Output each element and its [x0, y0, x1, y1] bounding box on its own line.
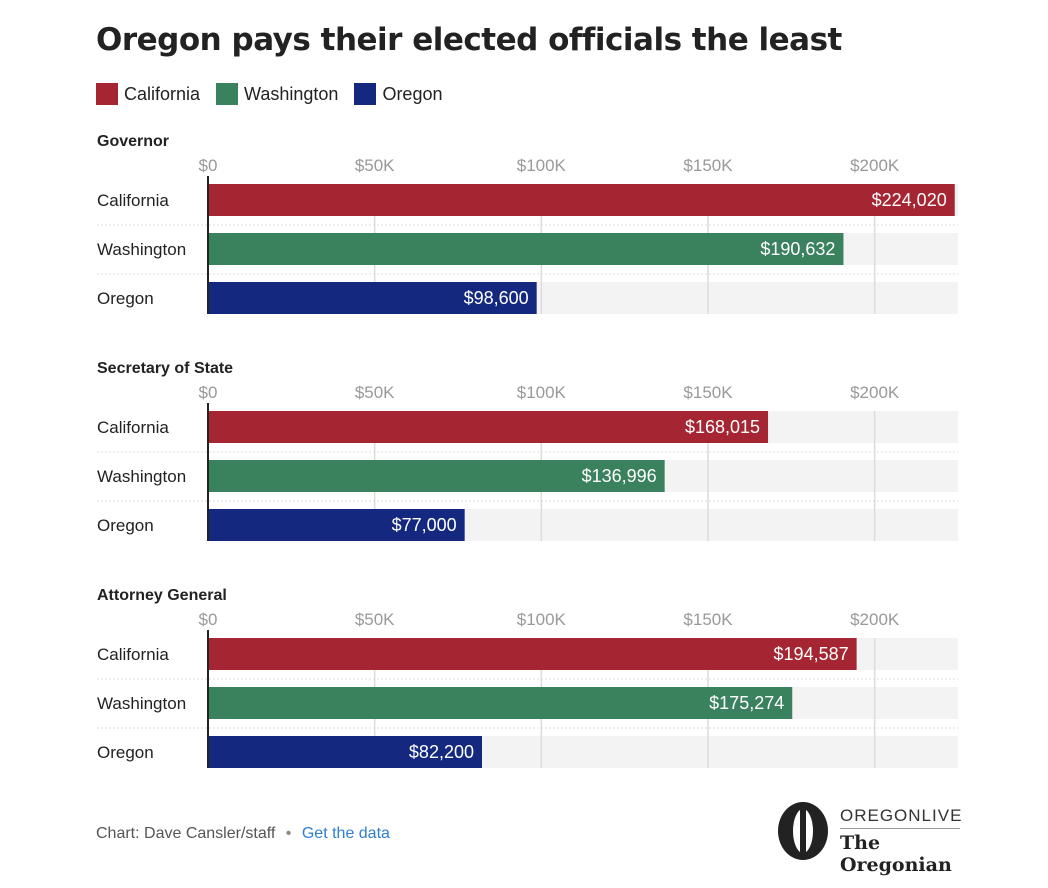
- category-label: Oregon: [97, 516, 154, 535]
- logo-oregonlive-text: OREGONLIVE: [840, 806, 963, 825]
- value-label: $224,020: [872, 190, 947, 210]
- legend-swatch-california: [96, 83, 118, 105]
- bar: [208, 638, 857, 670]
- legend-item-california: California: [96, 83, 200, 105]
- value-label: $82,200: [409, 742, 474, 762]
- legend-label: California: [124, 83, 201, 104]
- bar: [208, 184, 955, 216]
- category-label: California: [97, 418, 169, 437]
- tick-label: $0: [199, 156, 218, 175]
- oregonian-o-icon: [778, 802, 828, 860]
- oregonian-logo: OREGONLIVE The Oregonian: [776, 800, 963, 876]
- chart-credit: Chart: Dave Cansler/staff: [96, 825, 276, 842]
- tick-label: $150K: [683, 383, 733, 402]
- tick-label: $50K: [355, 383, 395, 402]
- legend-item-oregon: Oregon: [354, 83, 442, 105]
- tick-label: $100K: [517, 156, 567, 175]
- value-label: $194,587: [774, 644, 849, 664]
- get-the-data-link[interactable]: Get the data: [301, 825, 390, 842]
- value-label: $77,000: [392, 515, 457, 535]
- value-label: $98,600: [464, 288, 529, 308]
- bar: [208, 460, 665, 492]
- tick-label: $0: [199, 610, 218, 629]
- value-label: $175,274: [709, 693, 784, 713]
- bar: [208, 282, 537, 314]
- legend-swatch-washington: [216, 83, 239, 105]
- footer-separator: •: [285, 825, 292, 842]
- bar: [208, 687, 793, 719]
- tick-label: $150K: [683, 610, 733, 629]
- value-label: $190,632: [760, 239, 835, 259]
- value-label: $136,996: [582, 466, 657, 486]
- category-label: Washington: [97, 694, 186, 713]
- legend: California Washington Oregon: [96, 83, 458, 105]
- category-label: Oregon: [97, 289, 154, 308]
- tick-label: $50K: [355, 156, 395, 175]
- tick-label: $150K: [683, 156, 733, 175]
- category-label: California: [97, 191, 169, 210]
- bar: [208, 233, 844, 265]
- logo-divider: [840, 828, 960, 829]
- category-label: Washington: [97, 240, 186, 259]
- tick-label: $0: [199, 383, 218, 402]
- panel-title: Secretary of State: [97, 360, 233, 377]
- category-label: California: [97, 645, 169, 664]
- tick-label: $200K: [850, 156, 900, 175]
- legend-swatch-oregon: [354, 83, 377, 105]
- legend-label: Oregon: [382, 83, 443, 104]
- chart-title: Oregon pays their elected officials the …: [96, 22, 842, 58]
- legend-item-washington: Washington: [216, 83, 338, 105]
- tick-label: $100K: [517, 610, 567, 629]
- tick-label: $100K: [517, 383, 567, 402]
- bar: [208, 411, 769, 443]
- category-label: Washington: [97, 467, 186, 486]
- bar: [208, 736, 482, 768]
- logo-oregonian-text: The Oregonian: [840, 832, 952, 876]
- panel-title: Governor: [97, 133, 169, 150]
- tick-label: $200K: [850, 383, 900, 402]
- legend-label: Washington: [244, 83, 339, 104]
- tick-label: $200K: [850, 610, 900, 629]
- bar: [208, 509, 465, 541]
- panel-title: Attorney General: [97, 587, 227, 604]
- tick-label: $50K: [355, 610, 395, 629]
- footer: Chart: Dave Cansler/staff • Get the data: [96, 825, 390, 843]
- value-label: $168,015: [685, 417, 760, 437]
- category-label: Oregon: [97, 743, 154, 762]
